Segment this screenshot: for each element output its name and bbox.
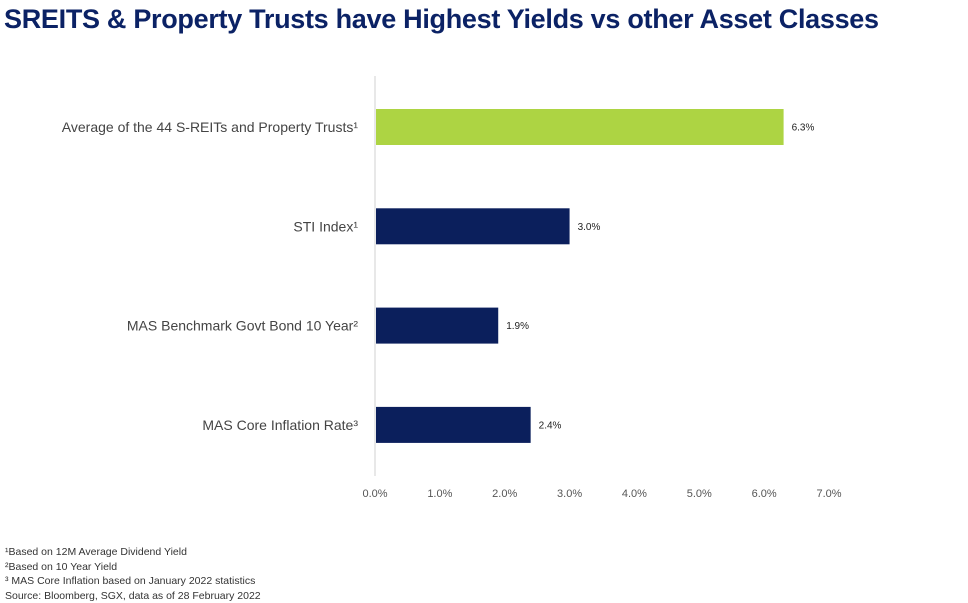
bar [376, 407, 531, 443]
x-tick-label: 4.0% [622, 488, 647, 500]
data-label: 1.9% [506, 321, 529, 332]
category-labels: Average of the 44 S-REITs and Property T… [62, 119, 359, 433]
x-tick-label: 7.0% [816, 488, 841, 500]
source-note: Source: Bloomberg, SGX, data as of 28 Fe… [5, 589, 261, 603]
data-label: 3.0% [578, 222, 601, 233]
x-tick-label: 6.0% [752, 488, 777, 500]
x-tick-label: 2.0% [492, 488, 517, 500]
footnote-3: ³ MAS Core Inflation based on January 20… [5, 574, 261, 589]
bar [376, 208, 570, 244]
footnote-1: ¹Based on 12M Average Dividend Yield [5, 545, 261, 560]
bars [376, 109, 784, 443]
x-tick-label: 1.0% [427, 488, 452, 500]
x-tick-label: 0.0% [362, 488, 387, 500]
x-tick-label: 5.0% [687, 488, 712, 500]
category-label: MAS Core Inflation Rate³ [202, 417, 358, 433]
data-label: 6.3% [792, 123, 815, 134]
x-tick-labels: 0.0% 1.0% 2.0% 3.0% 4.0% 5.0% 6.0% 7.0% [362, 488, 841, 500]
footnotes: ¹Based on 12M Average Dividend Yield ²Ba… [5, 545, 261, 603]
category-label: MAS Benchmark Govt Bond 10 Year² [127, 318, 358, 334]
category-label: Average of the 44 S-REITs and Property T… [62, 119, 359, 135]
footnote-2: ²Based on 10 Year Yield [5, 560, 261, 575]
x-tick-label: 3.0% [557, 488, 582, 500]
bar [376, 308, 498, 344]
bar-chart: Average of the 44 S-REITs and Property T… [0, 0, 968, 540]
category-label: STI Index¹ [293, 218, 358, 234]
data-labels: 6.3% 3.0% 1.9% 2.4% [506, 123, 814, 432]
data-label: 2.4% [539, 420, 562, 431]
bar [376, 109, 784, 145]
